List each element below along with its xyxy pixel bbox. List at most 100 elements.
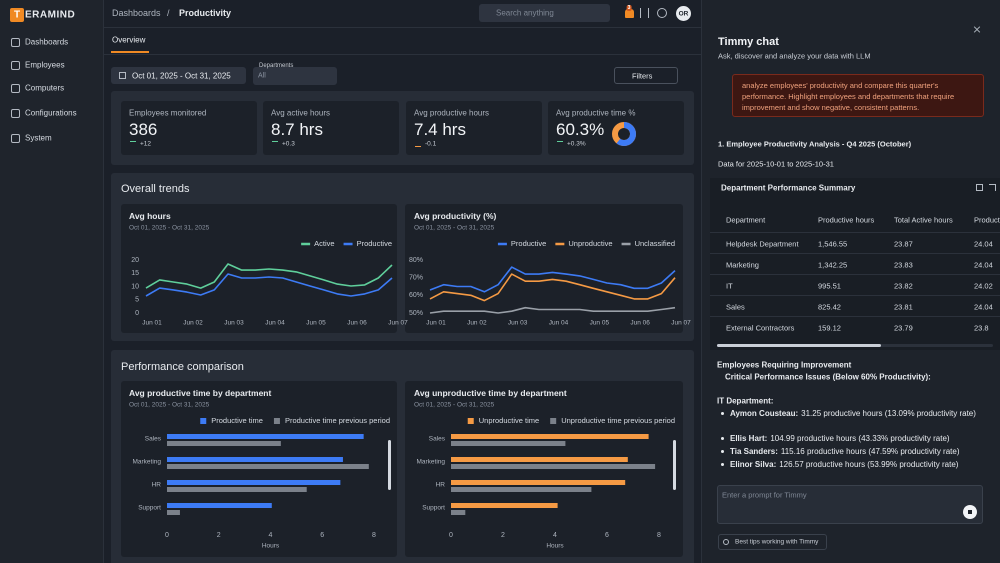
- kpi-value: 386: [129, 120, 158, 139]
- filters-label: Filters: [632, 71, 653, 80]
- logo-text: ERAMIND: [25, 9, 76, 21]
- employee-name: Aymon Cousteau:: [730, 409, 799, 418]
- table-cell: 23.81: [894, 302, 913, 312]
- date-range: Oct 01, 2025 - Oct 31, 2025: [132, 71, 231, 80]
- row-divider: [710, 295, 1000, 296]
- sidebar: [0, 0, 104, 563]
- kpi-value: 8.7 hrs: [271, 120, 323, 139]
- top-bar: [104, 0, 701, 28]
- chart-title: Avg hours: [129, 211, 171, 221]
- nav-icon: [11, 134, 20, 143]
- table-cell: 23.87: [894, 239, 913, 249]
- nav-icon: [11, 38, 20, 47]
- stop-icon: [968, 510, 972, 514]
- table-cell: 24.04: [974, 302, 993, 312]
- table-cell: 1,546.55: [818, 239, 848, 249]
- nav-icon: [11, 109, 20, 118]
- table-cell: 23.83: [894, 260, 913, 270]
- department-select[interactable]: [253, 67, 337, 85]
- table-cell: Helpdesk Department: [726, 239, 799, 249]
- bullet: [721, 463, 724, 466]
- table-title: Department Performance Summary: [721, 183, 856, 193]
- tab-underline: [111, 51, 149, 53]
- table-cell: Sales: [726, 302, 745, 312]
- row-divider: [710, 253, 1000, 254]
- tips-button[interactable]: [718, 534, 827, 550]
- chart-title: Avg unproductive time by department: [414, 388, 567, 398]
- employee-detail: 115.16 productive hours (47.59% producti…: [780, 447, 960, 456]
- employee-detail: 126.57 productive hours (53.99% producti…: [779, 460, 959, 469]
- kpi-delta: +0.3: [282, 140, 295, 148]
- user-message: analyze employees' productivity and comp…: [732, 74, 984, 117]
- subheading: Employees Requiring Improvement: [717, 360, 852, 370]
- kpi-value: 60.3%: [556, 120, 605, 139]
- kpi-card: [121, 101, 257, 155]
- kpi-value: 7.4 hrs: [414, 120, 466, 139]
- nav-item[interactable]: System: [25, 133, 52, 143]
- employee-name: Elinor Silva:: [730, 460, 777, 469]
- employee-item: Ellis Hart: 104.99 productive hours (43.3…: [730, 433, 985, 445]
- chart-title: Avg productive time by department: [129, 388, 272, 398]
- info-icon: [723, 539, 729, 545]
- scroll-thumb[interactable]: [717, 344, 881, 347]
- avatar-initials: OR: [678, 10, 689, 17]
- avatar[interactable]: [676, 6, 691, 21]
- kpi-card: [406, 101, 542, 155]
- expand-icon[interactable]: [989, 184, 996, 191]
- table-header: Department: [726, 215, 766, 225]
- bell-icon[interactable]: [625, 9, 634, 18]
- table-cell: 159.12: [818, 323, 841, 333]
- table-cell: Marketing: [726, 260, 759, 270]
- table-cell: 23.79: [894, 323, 913, 333]
- employee-item: Tia Sanders: 115.16 productive hours (47.…: [730, 446, 985, 458]
- copy-icon[interactable]: [976, 184, 983, 191]
- trend-arrow: [130, 141, 136, 147]
- chart-subtitle: Oct 01, 2025 - Oct 31, 2025: [129, 224, 210, 232]
- table-cell: External Contractors: [726, 323, 795, 333]
- row-divider: [710, 232, 1000, 233]
- tabs-divider: [104, 54, 701, 55]
- row-divider: [710, 316, 1000, 317]
- bullet: [721, 450, 724, 453]
- chart-card: [405, 381, 683, 557]
- select-label: Departments: [259, 63, 294, 69]
- kpi-title: Avg productive time %: [556, 108, 636, 118]
- prompt-placeholder: Enter a prompt for Timmy: [722, 490, 807, 500]
- department-heading: IT Department:: [717, 396, 774, 406]
- breadcrumb-current: Productivity: [179, 8, 232, 18]
- settings-icon[interactable]: [640, 8, 649, 18]
- bullet: [721, 437, 724, 440]
- search-placeholder: Search anything: [496, 8, 554, 18]
- help-icon[interactable]: [657, 8, 667, 18]
- nav-item[interactable]: Employees: [25, 60, 65, 70]
- table-cell: 24.02: [974, 281, 993, 291]
- filters-button[interactable]: [614, 67, 678, 84]
- table-cell: 825.42: [818, 302, 841, 312]
- nav-item[interactable]: Computers: [25, 83, 65, 93]
- employee-name: Ellis Hart:: [730, 434, 768, 443]
- prompt-box[interactable]: [717, 485, 983, 524]
- kpi-title: Avg productive hours: [414, 108, 490, 118]
- table-cell: IT: [726, 281, 733, 291]
- table-cell: 23.8: [974, 323, 989, 333]
- table-card: Department Performance Summary Department…: [710, 178, 1000, 350]
- date-picker[interactable]: [111, 67, 246, 84]
- section-title: Overall trends: [121, 183, 190, 195]
- row-divider: [710, 274, 1000, 275]
- nav-item[interactable]: Dashboards: [25, 37, 69, 47]
- nav-item[interactable]: Configurations: [25, 108, 77, 118]
- employee-name: Tia Sanders:: [730, 447, 778, 456]
- employee-item: Elinor Silva: 126.57 productive hours (53…: [730, 459, 985, 471]
- chart-card: [121, 381, 397, 557]
- breadcrumb[interactable]: Dashboards: [112, 8, 161, 18]
- response-heading: 1. Employee Productivity Analysis - Q4 2…: [718, 139, 912, 149]
- table-header: Productive hours: [818, 215, 875, 225]
- chat-title: Timmy chat: [718, 36, 779, 48]
- tab[interactable]: Overview: [112, 35, 146, 45]
- table-header: Total Active hours: [894, 215, 953, 225]
- kpi-delta: +12: [140, 140, 152, 148]
- trend-arrow: [557, 141, 563, 147]
- search-box[interactable]: [479, 4, 610, 22]
- notification-badge: 3: [626, 5, 632, 11]
